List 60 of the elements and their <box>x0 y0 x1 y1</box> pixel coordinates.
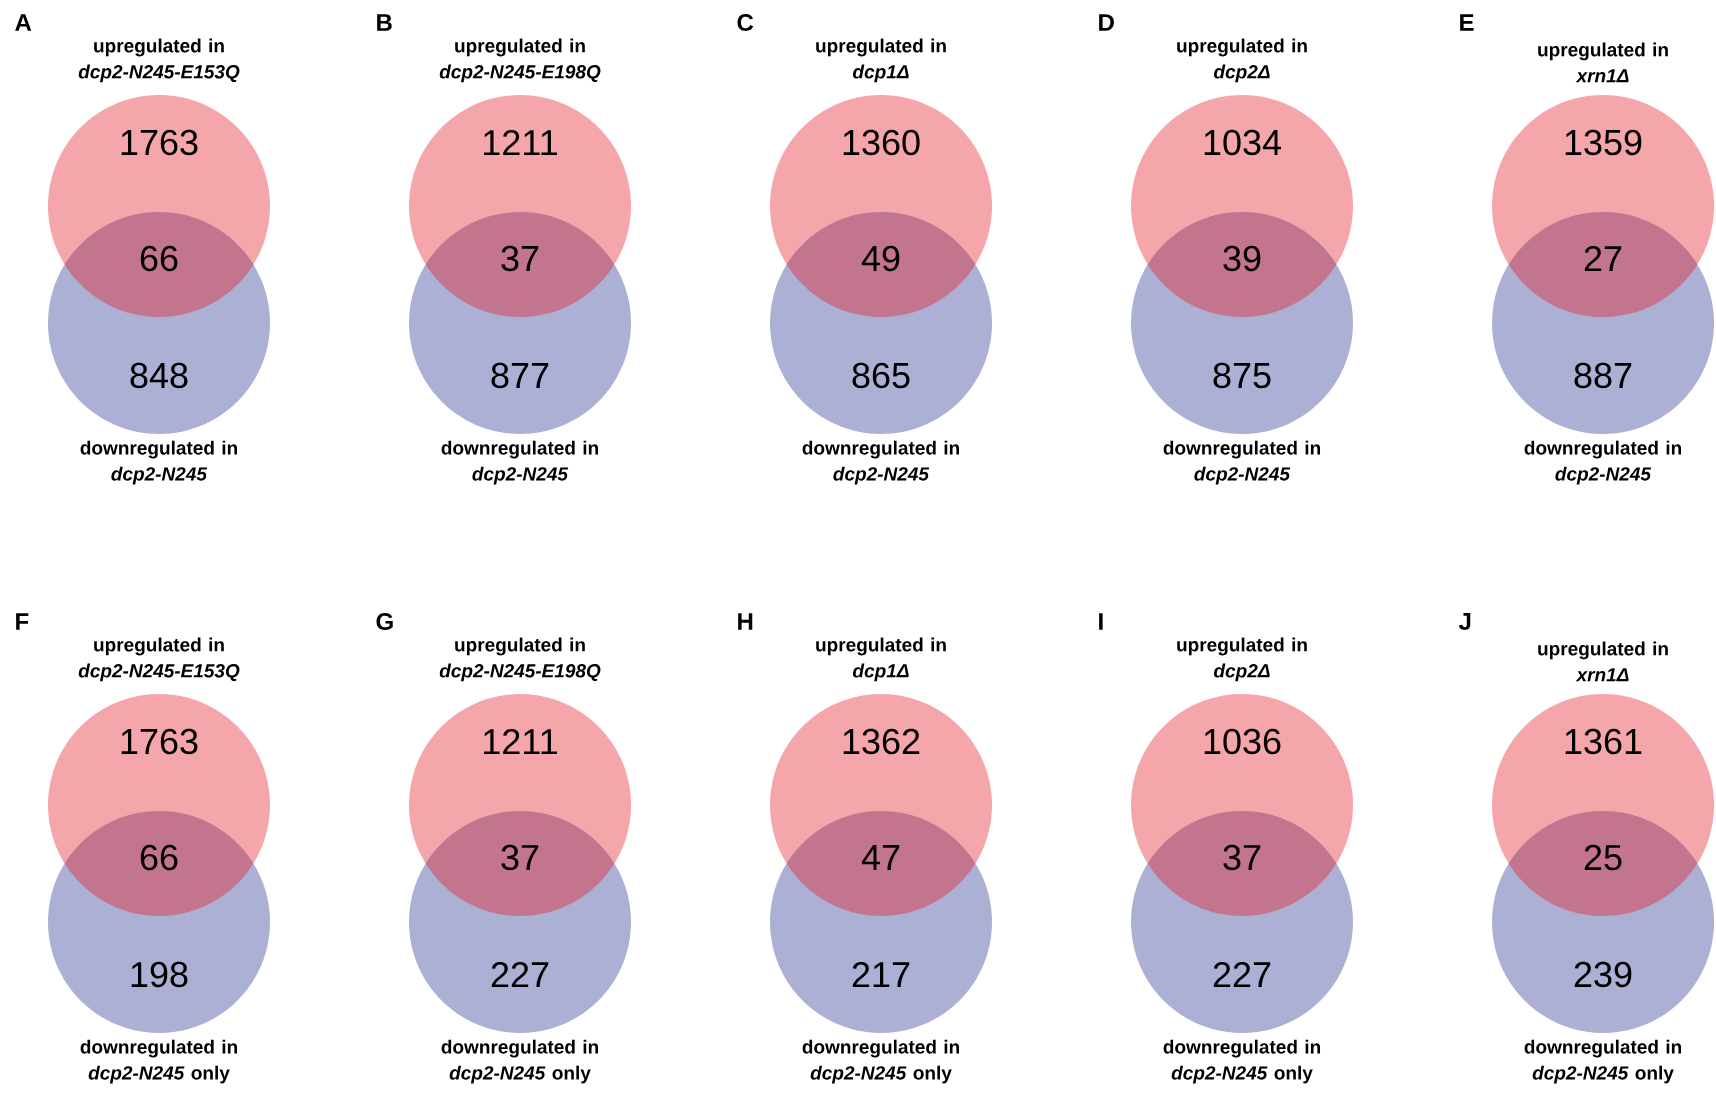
data-label: 47 <box>861 845 900 870</box>
category-label: downregulated in dcp2-N245 <box>80 440 237 485</box>
data-label: 27 <box>1584 245 1622 272</box>
text: F <box>16 613 29 630</box>
data-label: 217 <box>852 961 910 988</box>
data-label: 1360 <box>843 129 920 156</box>
data-label: 1359 <box>1565 129 1642 156</box>
data-label: 66 <box>140 245 178 272</box>
category-label: downregulated in dcp2-N245 <box>441 440 599 485</box>
category-label: downregulated in dcp2-N245 only <box>1163 1039 1321 1084</box>
data-label: 877 <box>491 362 549 389</box>
data-label: 1211 <box>484 728 557 755</box>
data-label: 227 <box>1213 961 1271 988</box>
category-label: upregulated in xrn1Δ <box>1538 641 1668 682</box>
category-label: upregulated in dcp2-N245-E198Q <box>439 637 601 682</box>
data-label: 1211 <box>484 129 557 156</box>
category-label: upregulated in dcp1Δ <box>816 38 946 83</box>
text: D <box>1099 14 1114 31</box>
category-label: upregulated in xrn1Δ <box>1538 42 1668 83</box>
category-label: downregulated in dcp2-N245 only <box>1524 1039 1682 1084</box>
data-label: 887 <box>1574 362 1632 389</box>
data-label: 239 <box>1574 961 1632 988</box>
data-label: 37 <box>501 844 539 871</box>
data-label: 865 <box>852 362 910 389</box>
category-label: upregulated in dcp2Δ <box>1177 637 1307 682</box>
text: B <box>377 14 392 31</box>
text: J <box>1458 613 1471 630</box>
data-label: 37 <box>501 245 539 272</box>
category-label: downregulated in dcp2-N245 only <box>802 1039 960 1084</box>
data-label: 37 <box>1223 844 1261 871</box>
text: H <box>738 613 753 630</box>
category-label: upregulated in dcp2-N245-E198Q <box>439 38 601 83</box>
data-label: 1763 <box>121 728 198 755</box>
category-label: downregulated in dcp2-N245 <box>802 440 960 485</box>
category-label: upregulated in dcp1Δ <box>816 637 946 682</box>
data-label: 848 <box>130 362 188 389</box>
data-label: 1763 <box>121 129 198 156</box>
data-label: 25 <box>1584 844 1622 871</box>
data-label: 39 <box>1223 245 1261 272</box>
text: A <box>15 14 32 31</box>
category-label: downregulated in dcp2-N245 <box>1524 440 1682 485</box>
category-label: upregulated in dcp2-N245-E153Q <box>78 38 240 83</box>
data-label: 875 <box>1213 362 1271 389</box>
text: E <box>1460 14 1474 31</box>
data-label: 198 <box>131 961 188 988</box>
data-label: 1034 <box>1204 129 1281 156</box>
text: I <box>1099 613 1103 630</box>
data-label: 1036 <box>1204 728 1281 755</box>
category-label: downregulated in dcp2-N245 only <box>80 1039 237 1084</box>
data-label: 1362 <box>843 728 920 755</box>
text: G <box>376 613 393 630</box>
category-label: upregulated in dcp2-N245-E153Q <box>78 637 240 682</box>
category-label: downregulated in dcp2-N245 only <box>441 1039 599 1084</box>
data-label: 227 <box>491 961 549 988</box>
text: C <box>737 14 754 31</box>
data-label: 1361 <box>1565 728 1642 755</box>
category-label: downregulated in dcp2-N245 <box>1163 440 1321 485</box>
data-label: 66 <box>140 844 178 871</box>
category-label: upregulated in dcp2Δ <box>1177 38 1307 83</box>
data-label: 49 <box>861 245 900 272</box>
